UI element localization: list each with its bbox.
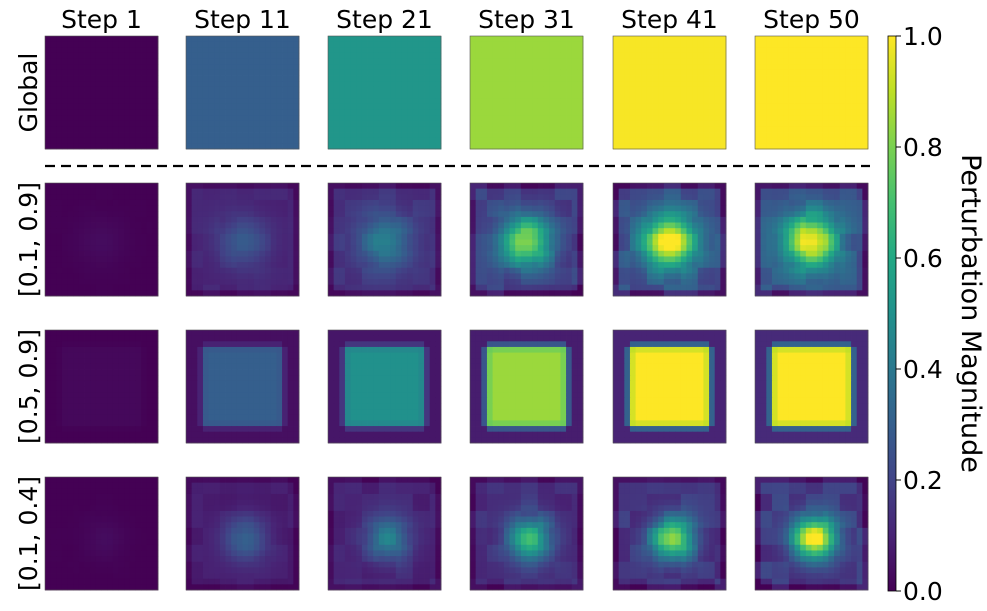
heatmap-cell	[469, 476, 584, 591]
heatmap-cell	[327, 35, 442, 150]
colorbar-tick-label: 0.6	[903, 244, 943, 273]
row-label: [0.1, 0.4]	[14, 476, 43, 591]
colorbar-ticks: 0.0 0.2 0.4 0.6 0.8 1.0	[896, 22, 943, 606]
colorbar-tick-label: 1.0	[903, 22, 943, 51]
column-label: Step 41	[621, 5, 718, 34]
row-label: Global	[14, 53, 43, 133]
heatmap-cell	[44, 182, 159, 297]
heatmap-cell	[44, 476, 159, 591]
colorbar	[887, 35, 897, 592]
column-label: Step 50	[763, 5, 860, 34]
colorbar-label: Perturbation Magnitude	[955, 154, 986, 473]
heatmap-cell	[185, 329, 300, 444]
heatmap-cell	[754, 182, 869, 297]
heatmap-cell	[754, 476, 869, 591]
heatmap-cell	[754, 35, 869, 150]
column-label: Step 1	[61, 5, 142, 34]
colorbar-tick-label: 0.8	[903, 133, 943, 162]
heatmap-cell	[612, 329, 727, 444]
colorbar-tick-label: 0.0	[903, 577, 943, 606]
heatmap-cell	[185, 35, 300, 150]
column-label: Step 21	[336, 5, 433, 34]
heatmap-cell	[185, 182, 300, 297]
colorbar-tick-label: 0.4	[903, 355, 943, 384]
colorbar-tick-label: 0.2	[903, 466, 943, 495]
heatmap-cell	[185, 476, 300, 591]
column-label: Step 11	[194, 5, 291, 34]
heatmap-cell	[327, 182, 442, 297]
column-label: Step 31	[478, 5, 575, 34]
heatmap-cell	[327, 476, 442, 591]
heatmap-cells	[44, 35, 869, 591]
row-label: [0.5, 0.9]	[14, 329, 43, 444]
heatmap-cell	[44, 329, 159, 444]
heatmap-cell	[44, 35, 159, 150]
heatmap-cell	[469, 35, 584, 150]
heatmap-cell	[327, 329, 442, 444]
heatmap-cell	[469, 329, 584, 444]
heatmap-cell	[469, 182, 584, 297]
heatmap-cell	[754, 329, 869, 444]
row-label: [0.1, 0.9]	[14, 182, 43, 297]
row-labels: Global [0.1, 0.9] [0.5, 0.9] [0.1, 0.4]	[14, 53, 43, 591]
heatmap-cell	[612, 476, 727, 591]
heatmap-cell	[612, 35, 727, 150]
heatmap-cell	[612, 182, 727, 297]
column-labels: Step 1 Step 11 Step 21 Step 31 Step 41 Step 5…	[61, 5, 860, 34]
